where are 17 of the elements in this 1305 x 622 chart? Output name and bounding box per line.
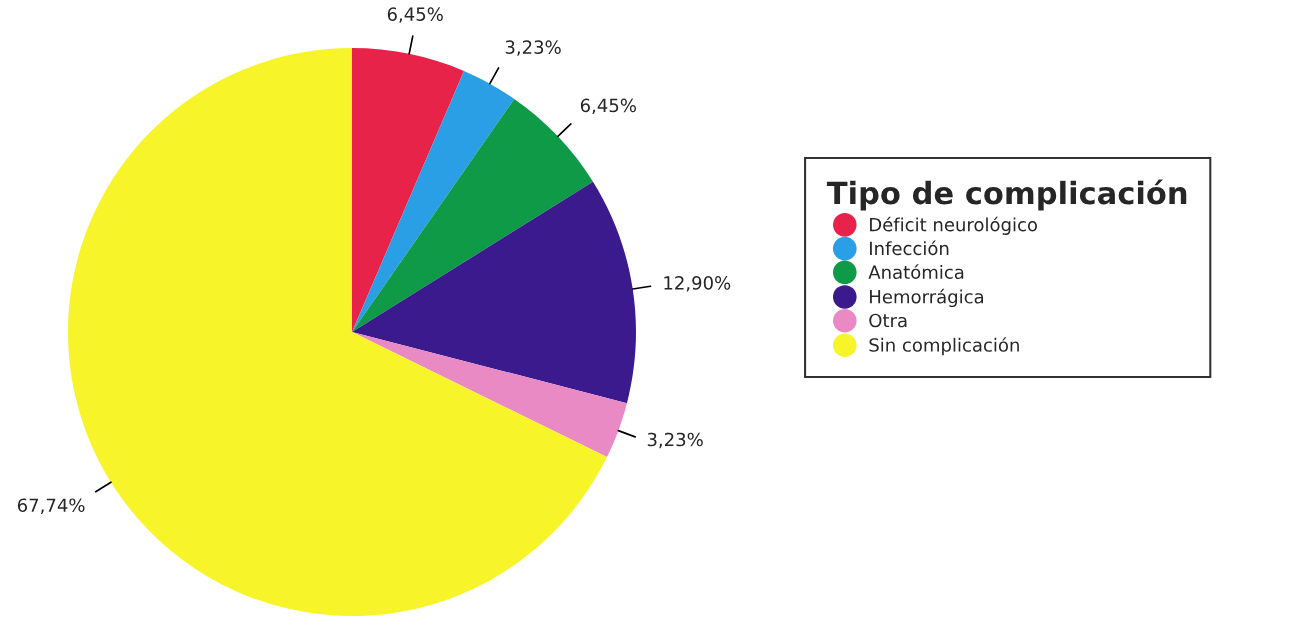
pie-slice (352, 332, 627, 458)
data-label: 12,90% (664, 276, 731, 292)
data-label: 67,74% (17, 498, 85, 514)
data-label: 6,45% (580, 98, 636, 115)
pie-slice (352, 48, 464, 332)
data-label: 3,23% (505, 40, 561, 56)
pie-slice (352, 181, 636, 404)
pie-slice (352, 71, 515, 332)
legend-title: Tipo de complicación (826, 179, 1187, 211)
legend-label: Hemorrágica (870, 288, 984, 308)
legend-label: Otra (869, 313, 907, 328)
data-label: 3,23% (647, 432, 703, 449)
legend-label: Infección (870, 240, 949, 256)
legend-label: Sin complicación (869, 337, 1019, 356)
legend-label: Anatómica (868, 264, 964, 279)
legend-label: Déficit neurológico (870, 216, 1038, 235)
data-label: 6,45% (387, 7, 443, 23)
